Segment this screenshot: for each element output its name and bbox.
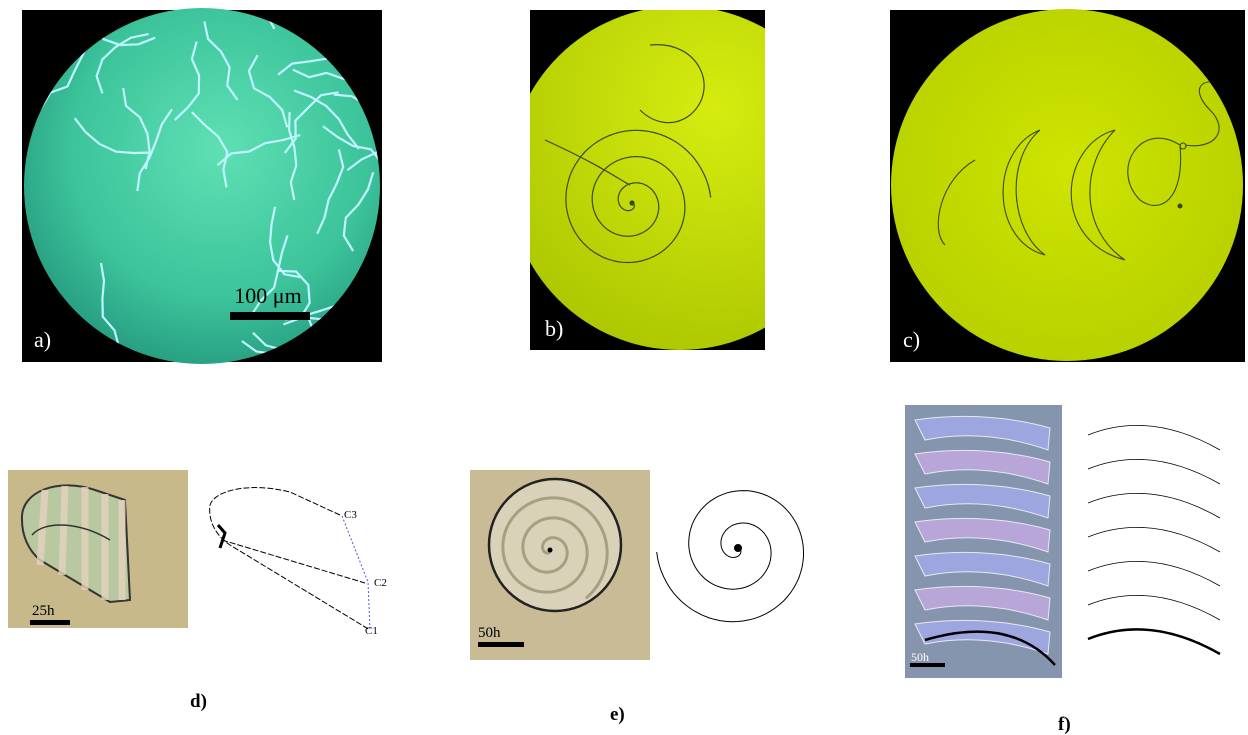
panel-b-view bbox=[508, 6, 852, 350]
scale-label: 50h bbox=[911, 650, 929, 664]
arc bbox=[1088, 459, 1220, 484]
panel-label: a) bbox=[34, 327, 51, 352]
panel-e-drawing bbox=[657, 491, 804, 622]
arc bbox=[1088, 629, 1220, 654]
core bbox=[735, 545, 742, 552]
page: 100 μm a) b) c) 25h C3 C2 C1 bbox=[0, 0, 1248, 735]
scale-label: 50h bbox=[478, 625, 501, 641]
spiral bbox=[657, 491, 804, 622]
scale-bar bbox=[30, 620, 70, 625]
annotation: C3 bbox=[344, 509, 357, 521]
scale-label: 25h bbox=[32, 603, 55, 619]
annotation: C2 bbox=[374, 577, 387, 589]
panel-f-drawing bbox=[1088, 425, 1220, 654]
arc bbox=[1088, 595, 1220, 620]
panel-label: e) bbox=[610, 704, 625, 725]
panel-a-field bbox=[24, 8, 380, 364]
crack bbox=[0, 0, 57, 11]
figure: 100 μm a) b) c) 25h C3 C2 C1 bbox=[0, 0, 1248, 735]
scale-label: 100 μm bbox=[234, 283, 301, 308]
panel-c-field bbox=[891, 9, 1243, 361]
panel-b-field bbox=[508, 6, 852, 350]
panel-label: d) bbox=[190, 691, 207, 712]
panel-label: c) bbox=[903, 327, 920, 352]
point-defect bbox=[1178, 204, 1182, 208]
scale-bar bbox=[230, 312, 310, 320]
arc bbox=[1088, 561, 1220, 586]
panel-label: b) bbox=[545, 316, 563, 341]
panel-e-view bbox=[489, 479, 621, 611]
arc bbox=[1088, 527, 1220, 552]
arc bbox=[1088, 493, 1220, 518]
annotation: C1 bbox=[365, 625, 378, 637]
core bbox=[548, 548, 553, 553]
crack bbox=[310, 351, 347, 425]
arc bbox=[1088, 425, 1220, 450]
panel-label: f) bbox=[1058, 714, 1071, 735]
scale-bar bbox=[478, 642, 524, 647]
core bbox=[630, 201, 634, 205]
